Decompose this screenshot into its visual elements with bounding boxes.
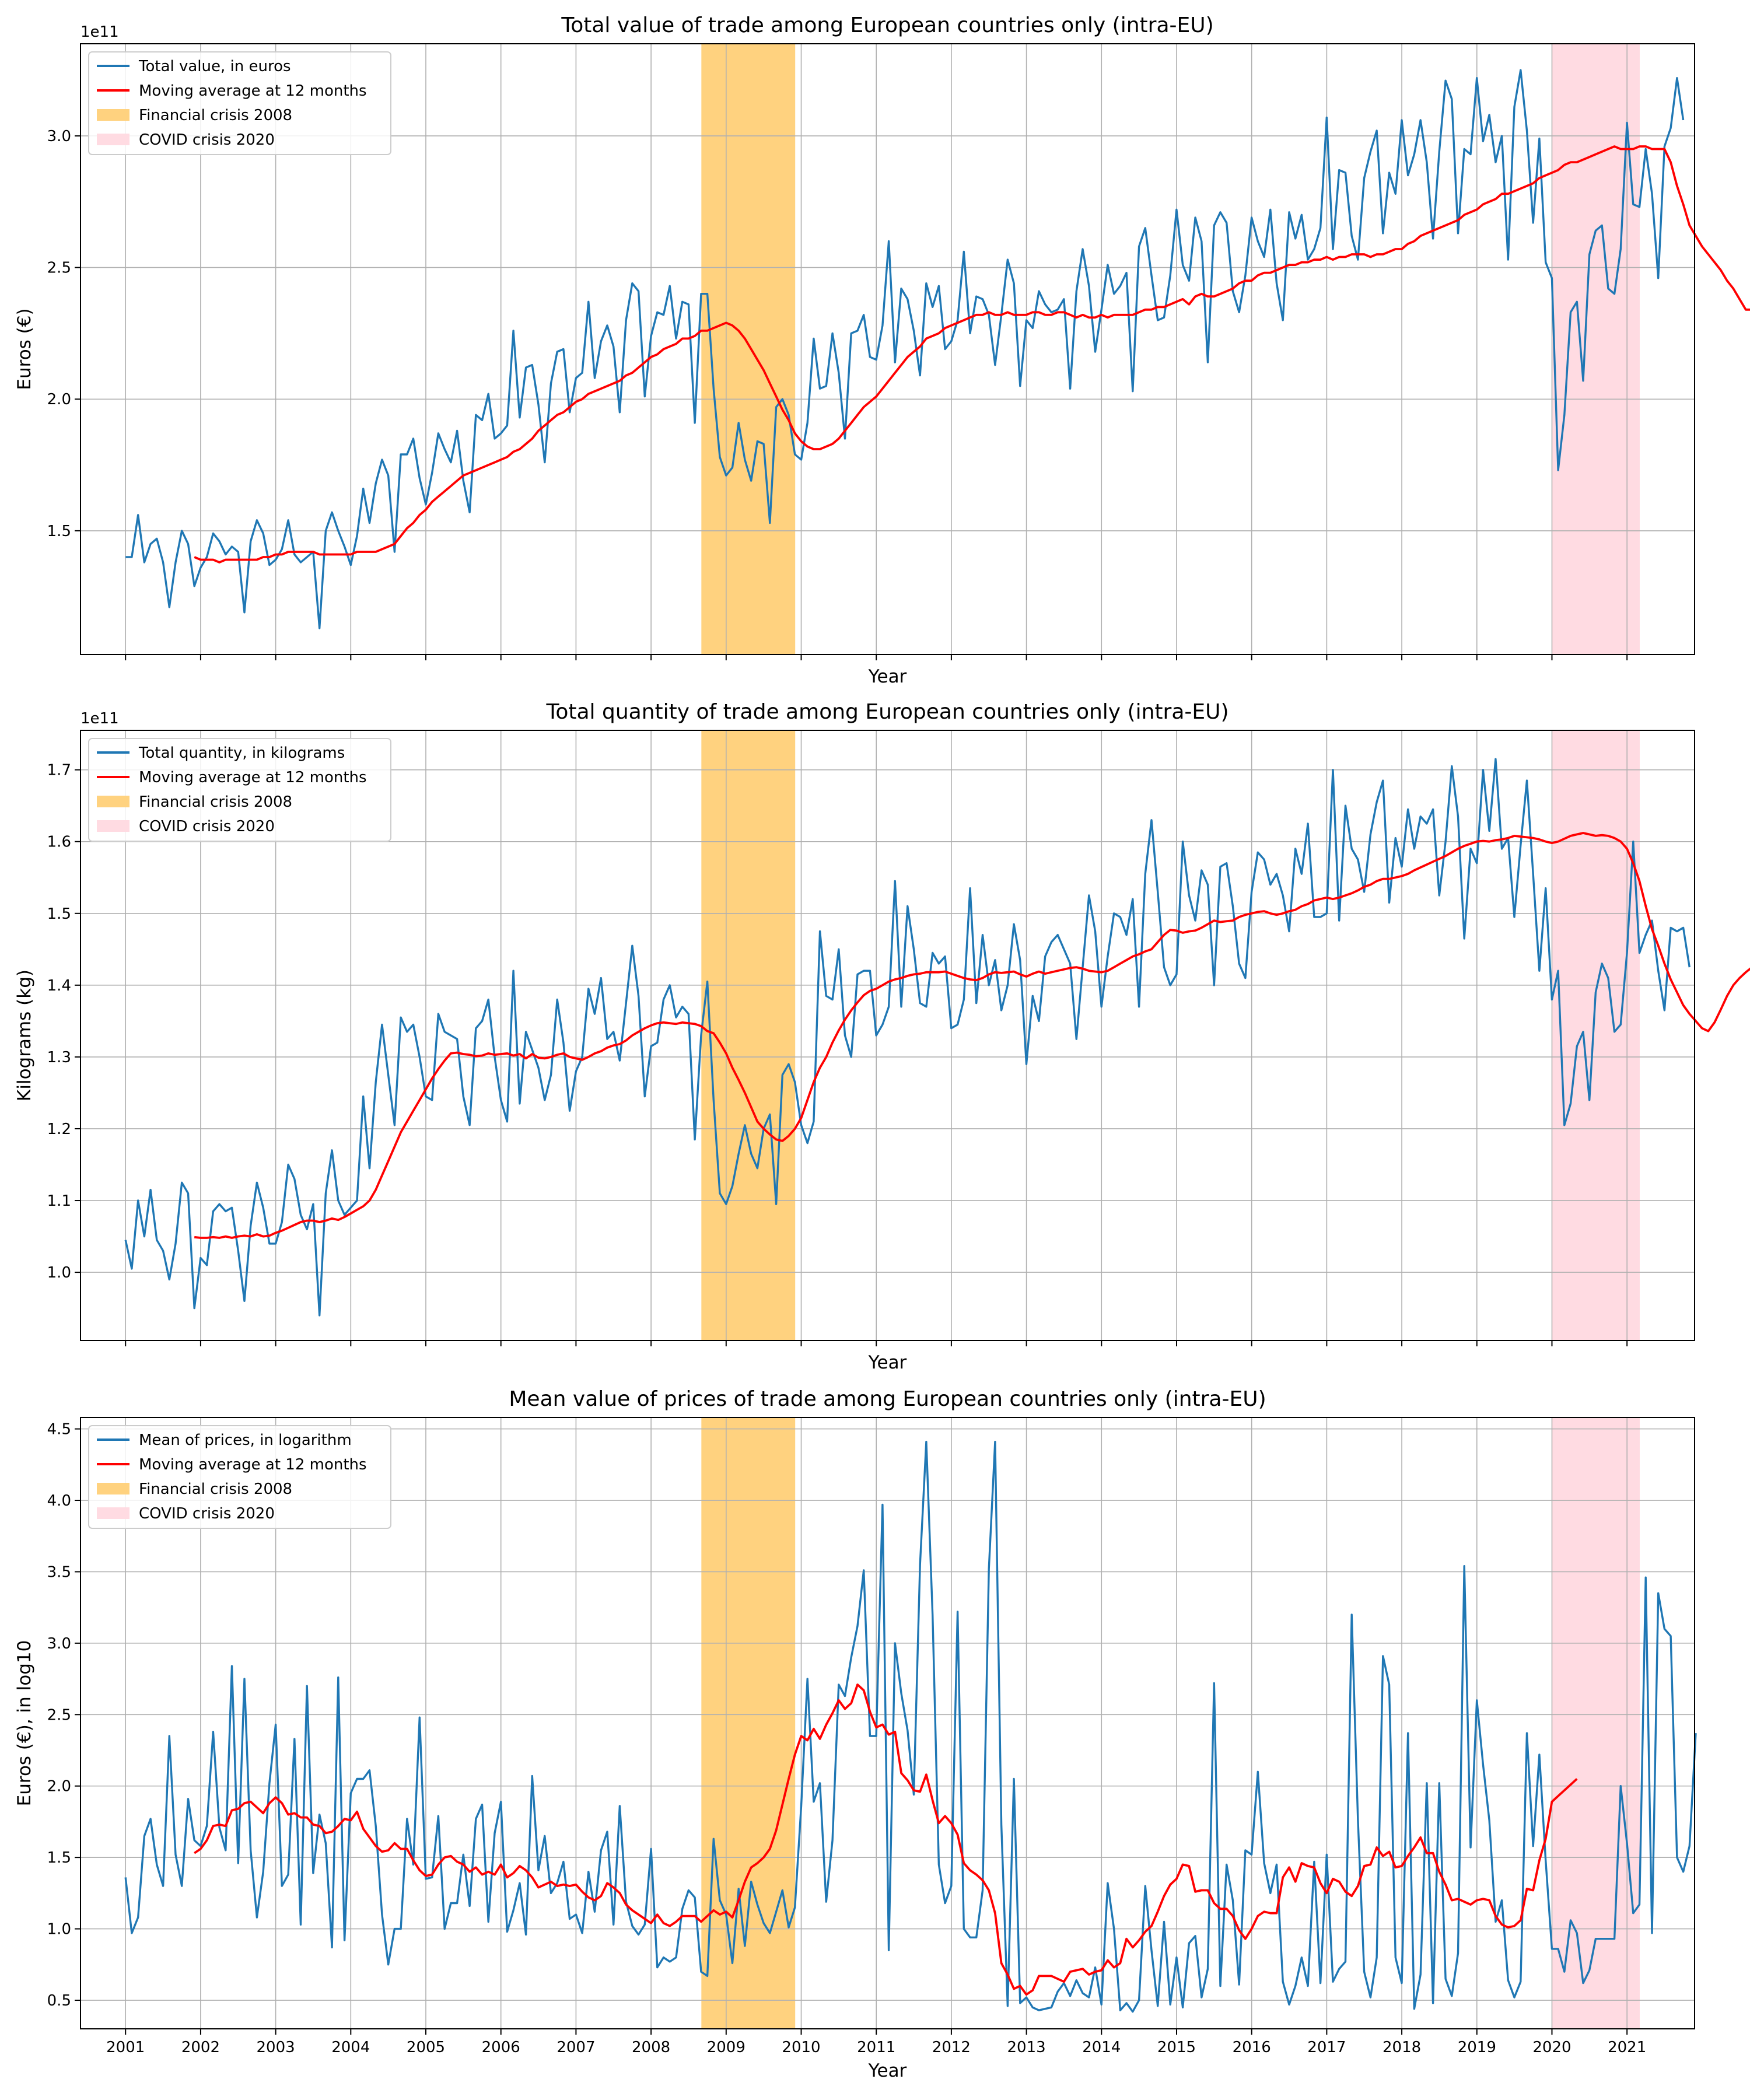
legend-label: COVID crisis 2020 (139, 1505, 275, 1522)
y-axis-label: Euros (€), in log10 (14, 1640, 35, 1807)
legend-swatch (97, 134, 130, 145)
legend-label: Moving average at 12 months (139, 1456, 367, 1474)
shaded-region-covid-crisis (1552, 730, 1640, 1340)
x-tick-label: 2008 (632, 2039, 670, 2056)
x-tick-label: 2019 (1458, 2039, 1496, 2056)
legend: Total value, in euros Moving average at 1… (88, 51, 391, 155)
legend-label: Moving average at 12 months (139, 769, 367, 786)
legend-label: Total quantity, in kilograms (138, 744, 345, 762)
moving-average-line (194, 1683, 1578, 1996)
chart-panel-2: 1.0 1.1 1.2 1.3 1.4 1.5 1.6 1.7 1e11 Total quanti… (14, 700, 1750, 1373)
chart-title: Total value of trade among European coun… (561, 13, 1213, 37)
y-axis-label: Euros (€) (14, 308, 35, 390)
x-tick-label: 2002 (181, 2039, 220, 2056)
chart-title: Mean value of prices of trade among Euro… (509, 1387, 1266, 1411)
legend-label: COVID crisis 2020 (139, 131, 275, 149)
y-tick-label: 1.0 (47, 1921, 71, 1938)
x-tick-label: 2010 (782, 2039, 820, 2056)
y-tick-label: 2.5 (47, 1706, 71, 1724)
plot-frame (80, 730, 1695, 1341)
y-tick-label: 3.5 (47, 1563, 71, 1581)
moving-average-line (194, 832, 1750, 1239)
chart-panel-3: 2001 2002 2003 2004 2005 2006 2007 2008 2009 2010… (14, 1387, 1697, 2081)
x-tick-label: 2015 (1157, 2039, 1196, 2056)
y-tick-label: 4.5 (47, 1421, 71, 1438)
shaded-region-covid-crisis (1552, 1418, 1640, 2029)
chart-panel-1: 1.5 2.0 2.5 3.0 1e11 Total value of trade amo… (14, 13, 1750, 687)
y-axis-label: Kilograms (kg) (14, 970, 35, 1101)
y-tick-label: 2.5 (47, 260, 71, 277)
y-tick-label: 1.3 (47, 1049, 71, 1066)
y-tick-label: 4.0 (47, 1492, 71, 1510)
x-tick-label: 2003 (257, 2039, 295, 2056)
legend-label: Financial crisis 2008 (139, 1480, 292, 1498)
shaded-region-financial-crisis (701, 1418, 796, 2029)
y-tick-label: 1.4 (47, 977, 71, 995)
legend-box (88, 1425, 391, 1529)
legend: Total quantity, in kilograms Moving avera… (88, 738, 391, 842)
legend-label: Financial crisis 2008 (139, 107, 292, 124)
legend-swatch (97, 1483, 130, 1494)
legend-swatch (97, 109, 130, 121)
y-tick-label: 1.0 (47, 1264, 71, 1282)
legend-label: COVID crisis 2020 (139, 818, 275, 835)
data-series-line (125, 69, 1685, 629)
shaded-region-financial-crisis (701, 730, 796, 1340)
data-series-line (124, 758, 1690, 1317)
axis-offset-label: 1e11 (80, 23, 119, 41)
x-tick-label: 2014 (1082, 2039, 1121, 2056)
y-tick-label: 1.5 (47, 1849, 71, 1867)
y-tick-label: 1.1 (47, 1192, 71, 1210)
plot-frame (80, 43, 1695, 655)
x-tick-label: 2017 (1307, 2039, 1346, 2056)
legend-label: Moving average at 12 months (139, 82, 367, 100)
y-tick-label: 2.0 (47, 391, 71, 408)
moving-average-line (194, 145, 1750, 564)
y-tick-label: 3.0 (47, 1635, 71, 1653)
legend-label: Financial crisis 2008 (139, 793, 292, 811)
y-tick-label: 2.0 (47, 1778, 71, 1796)
x-tick-label: 2020 (1532, 2039, 1571, 2056)
legend-swatch (97, 796, 130, 807)
x-axis-label: Year (868, 1352, 907, 1373)
chart-title: Total quantity of trade among European c… (545, 700, 1228, 724)
x-tick-label: 2021 (1608, 2039, 1646, 2056)
y-tick-label: 0.5 (47, 1992, 71, 2010)
y-tick-label: 1.7 (47, 762, 71, 779)
legend-box (88, 51, 391, 155)
x-axis-label: Year (868, 2060, 907, 2081)
shaded-region-financial-crisis (701, 44, 796, 654)
x-tick-label: 2016 (1233, 2039, 1271, 2056)
x-tick-label: 2011 (857, 2039, 895, 2056)
x-tick-label: 2005 (407, 2039, 445, 2056)
x-tick-label: 2006 (482, 2039, 520, 2056)
axis-offset-label: 1e11 (80, 710, 119, 727)
x-axis-label: Year (868, 666, 907, 687)
x-tick-label: 2007 (556, 2039, 595, 2056)
legend-swatch (97, 1507, 130, 1519)
x-tick-label: 2004 (331, 2039, 370, 2056)
x-tick-label: 2001 (106, 2039, 145, 2056)
legend: Mean of prices, in logarithm Moving avera… (88, 1425, 391, 1529)
x-tick-label: 2009 (707, 2039, 746, 2056)
y-tick-label: 1.2 (47, 1121, 71, 1138)
x-tick-label: 2013 (1007, 2039, 1046, 2056)
data-series-line (124, 1440, 1697, 2013)
x-tick-label: 2012 (932, 2039, 971, 2056)
y-tick-label: 1.6 (47, 834, 71, 851)
plot-frame (80, 1417, 1695, 2029)
legend-swatch (97, 820, 130, 832)
y-tick-label: 1.5 (47, 523, 71, 540)
legend-box (88, 738, 391, 842)
y-tick-label: 1.5 (47, 905, 71, 923)
y-tick-label: 3.0 (47, 128, 71, 145)
legend-label: Mean of prices, in logarithm (139, 1432, 352, 1449)
legend-label: Total value, in euros (138, 58, 291, 75)
x-tick-label: 2018 (1382, 2039, 1421, 2056)
